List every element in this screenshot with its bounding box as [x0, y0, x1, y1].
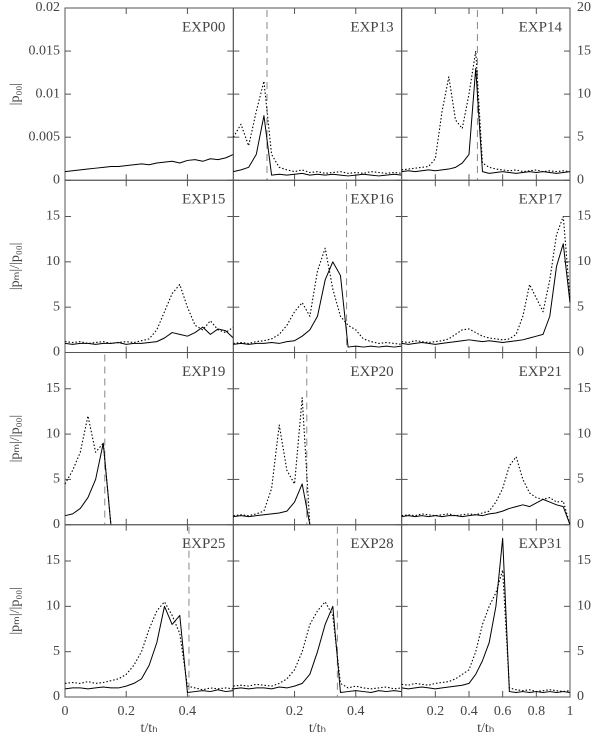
- y-tick-label: 10: [46, 599, 60, 614]
- x-tick-label: 0: [62, 704, 69, 719]
- series-line: [233, 115, 402, 177]
- series-line: [64, 442, 112, 525]
- x-axis-label: t/tₕ: [309, 721, 326, 736]
- y2-tick-label: 15: [577, 553, 591, 568]
- y2-tick-label: 10: [577, 254, 591, 269]
- series-line: [401, 50, 571, 173]
- y2-tick-label: 20: [577, 0, 591, 15]
- panel-title: EXP15: [182, 192, 225, 208]
- y-tick-label: 0: [53, 345, 60, 360]
- y-tick-label: 5: [53, 644, 60, 659]
- y2-tick-label: 5: [577, 129, 584, 144]
- panel-title: EXP28: [350, 536, 393, 552]
- x-tick-label: 0.2: [427, 704, 445, 719]
- series-line: [233, 261, 402, 348]
- series-line: [401, 498, 571, 525]
- panel-title: EXP14: [519, 19, 563, 35]
- panel-title: EXP16: [350, 192, 394, 208]
- series-line: [401, 243, 571, 345]
- y-tick-label: 0.01: [36, 86, 61, 101]
- x-tick-label: 0.8: [528, 704, 546, 719]
- series-line: [401, 215, 571, 344]
- y2-tick-label: 0: [577, 172, 584, 187]
- panel-title: EXP20: [350, 364, 393, 380]
- y-tick-label: 15: [46, 381, 60, 396]
- x-tick-label: 1: [566, 704, 573, 719]
- series-line: [64, 601, 234, 691]
- x-tick-label: 0.4: [460, 704, 478, 719]
- series-line: [232, 80, 402, 174]
- y-axis-label: |pₘ|/|p₀₀|: [8, 243, 23, 291]
- y-tick-label: 0.015: [29, 43, 61, 58]
- series-line: [64, 415, 112, 525]
- x-axis-label: t/tₕ: [140, 721, 157, 736]
- y2-tick-label: 10: [577, 426, 591, 441]
- y-tick-label: 0: [53, 689, 60, 704]
- panel-title: EXP13: [350, 19, 393, 35]
- x-tick-label: 0.2: [117, 704, 135, 719]
- y-tick-label: 0.02: [36, 0, 61, 15]
- y2-tick-label: 15: [577, 43, 591, 58]
- x-tick-label: 0.2: [286, 704, 304, 719]
- y-axis-label: |pₘ|/|p₀₀|: [8, 587, 23, 635]
- panel-title: EXP25: [182, 536, 225, 552]
- y2-tick-label: 5: [577, 644, 584, 659]
- y-tick-label: 5: [53, 472, 60, 487]
- y-tick-label: 15: [46, 553, 60, 568]
- series-line: [233, 605, 402, 693]
- y2-tick-label: 10: [577, 599, 591, 614]
- x-tick-label: 0.6: [494, 704, 512, 719]
- y-tick-label: 15: [46, 209, 60, 224]
- panel-title: EXP00: [182, 19, 225, 35]
- y-tick-label: 0: [53, 172, 60, 187]
- y-tick-label: 10: [46, 426, 60, 441]
- y2-tick-label: 10: [577, 86, 591, 101]
- series-line: [401, 537, 571, 693]
- y-tick-label: 0: [53, 517, 60, 532]
- x-tick-label: 0.4: [179, 704, 197, 719]
- series-line: [64, 605, 234, 693]
- series-line: [64, 326, 234, 345]
- y-axis-label: |p₀₀|: [8, 83, 23, 105]
- panel-title: EXP17: [519, 192, 563, 208]
- panel-title: EXP31: [519, 536, 562, 552]
- x-tick-label: 0.4: [347, 704, 365, 719]
- series-line: [401, 67, 571, 174]
- y2-tick-label: 5: [577, 299, 584, 314]
- y-tick-label: 5: [53, 299, 60, 314]
- panel-title: EXP21: [519, 364, 562, 380]
- series-line: [401, 569, 571, 693]
- y2-tick-label: 0: [577, 517, 584, 532]
- panel-frame: [401, 524, 571, 698]
- series-line: [64, 153, 234, 173]
- series-line: [233, 397, 311, 525]
- y2-tick-label: 15: [577, 209, 591, 224]
- series-line: [233, 483, 311, 525]
- series-line: [401, 456, 571, 525]
- series-line: [233, 247, 402, 345]
- y2-tick-label: 0: [577, 689, 584, 704]
- y-tick-label: 10: [46, 254, 60, 269]
- y2-tick-label: 0: [577, 345, 584, 360]
- y2-tick-label: 5: [577, 472, 584, 487]
- series-line: [64, 283, 234, 344]
- y2-tick-label: 15: [577, 381, 591, 396]
- y-axis-label: |pₘ|/|p₀₀|: [8, 415, 23, 463]
- x-axis-label: t/tₕ: [477, 721, 494, 736]
- panel-title: EXP19: [182, 364, 225, 380]
- y-tick-label: 0.005: [29, 129, 61, 144]
- series-line: [233, 601, 402, 690]
